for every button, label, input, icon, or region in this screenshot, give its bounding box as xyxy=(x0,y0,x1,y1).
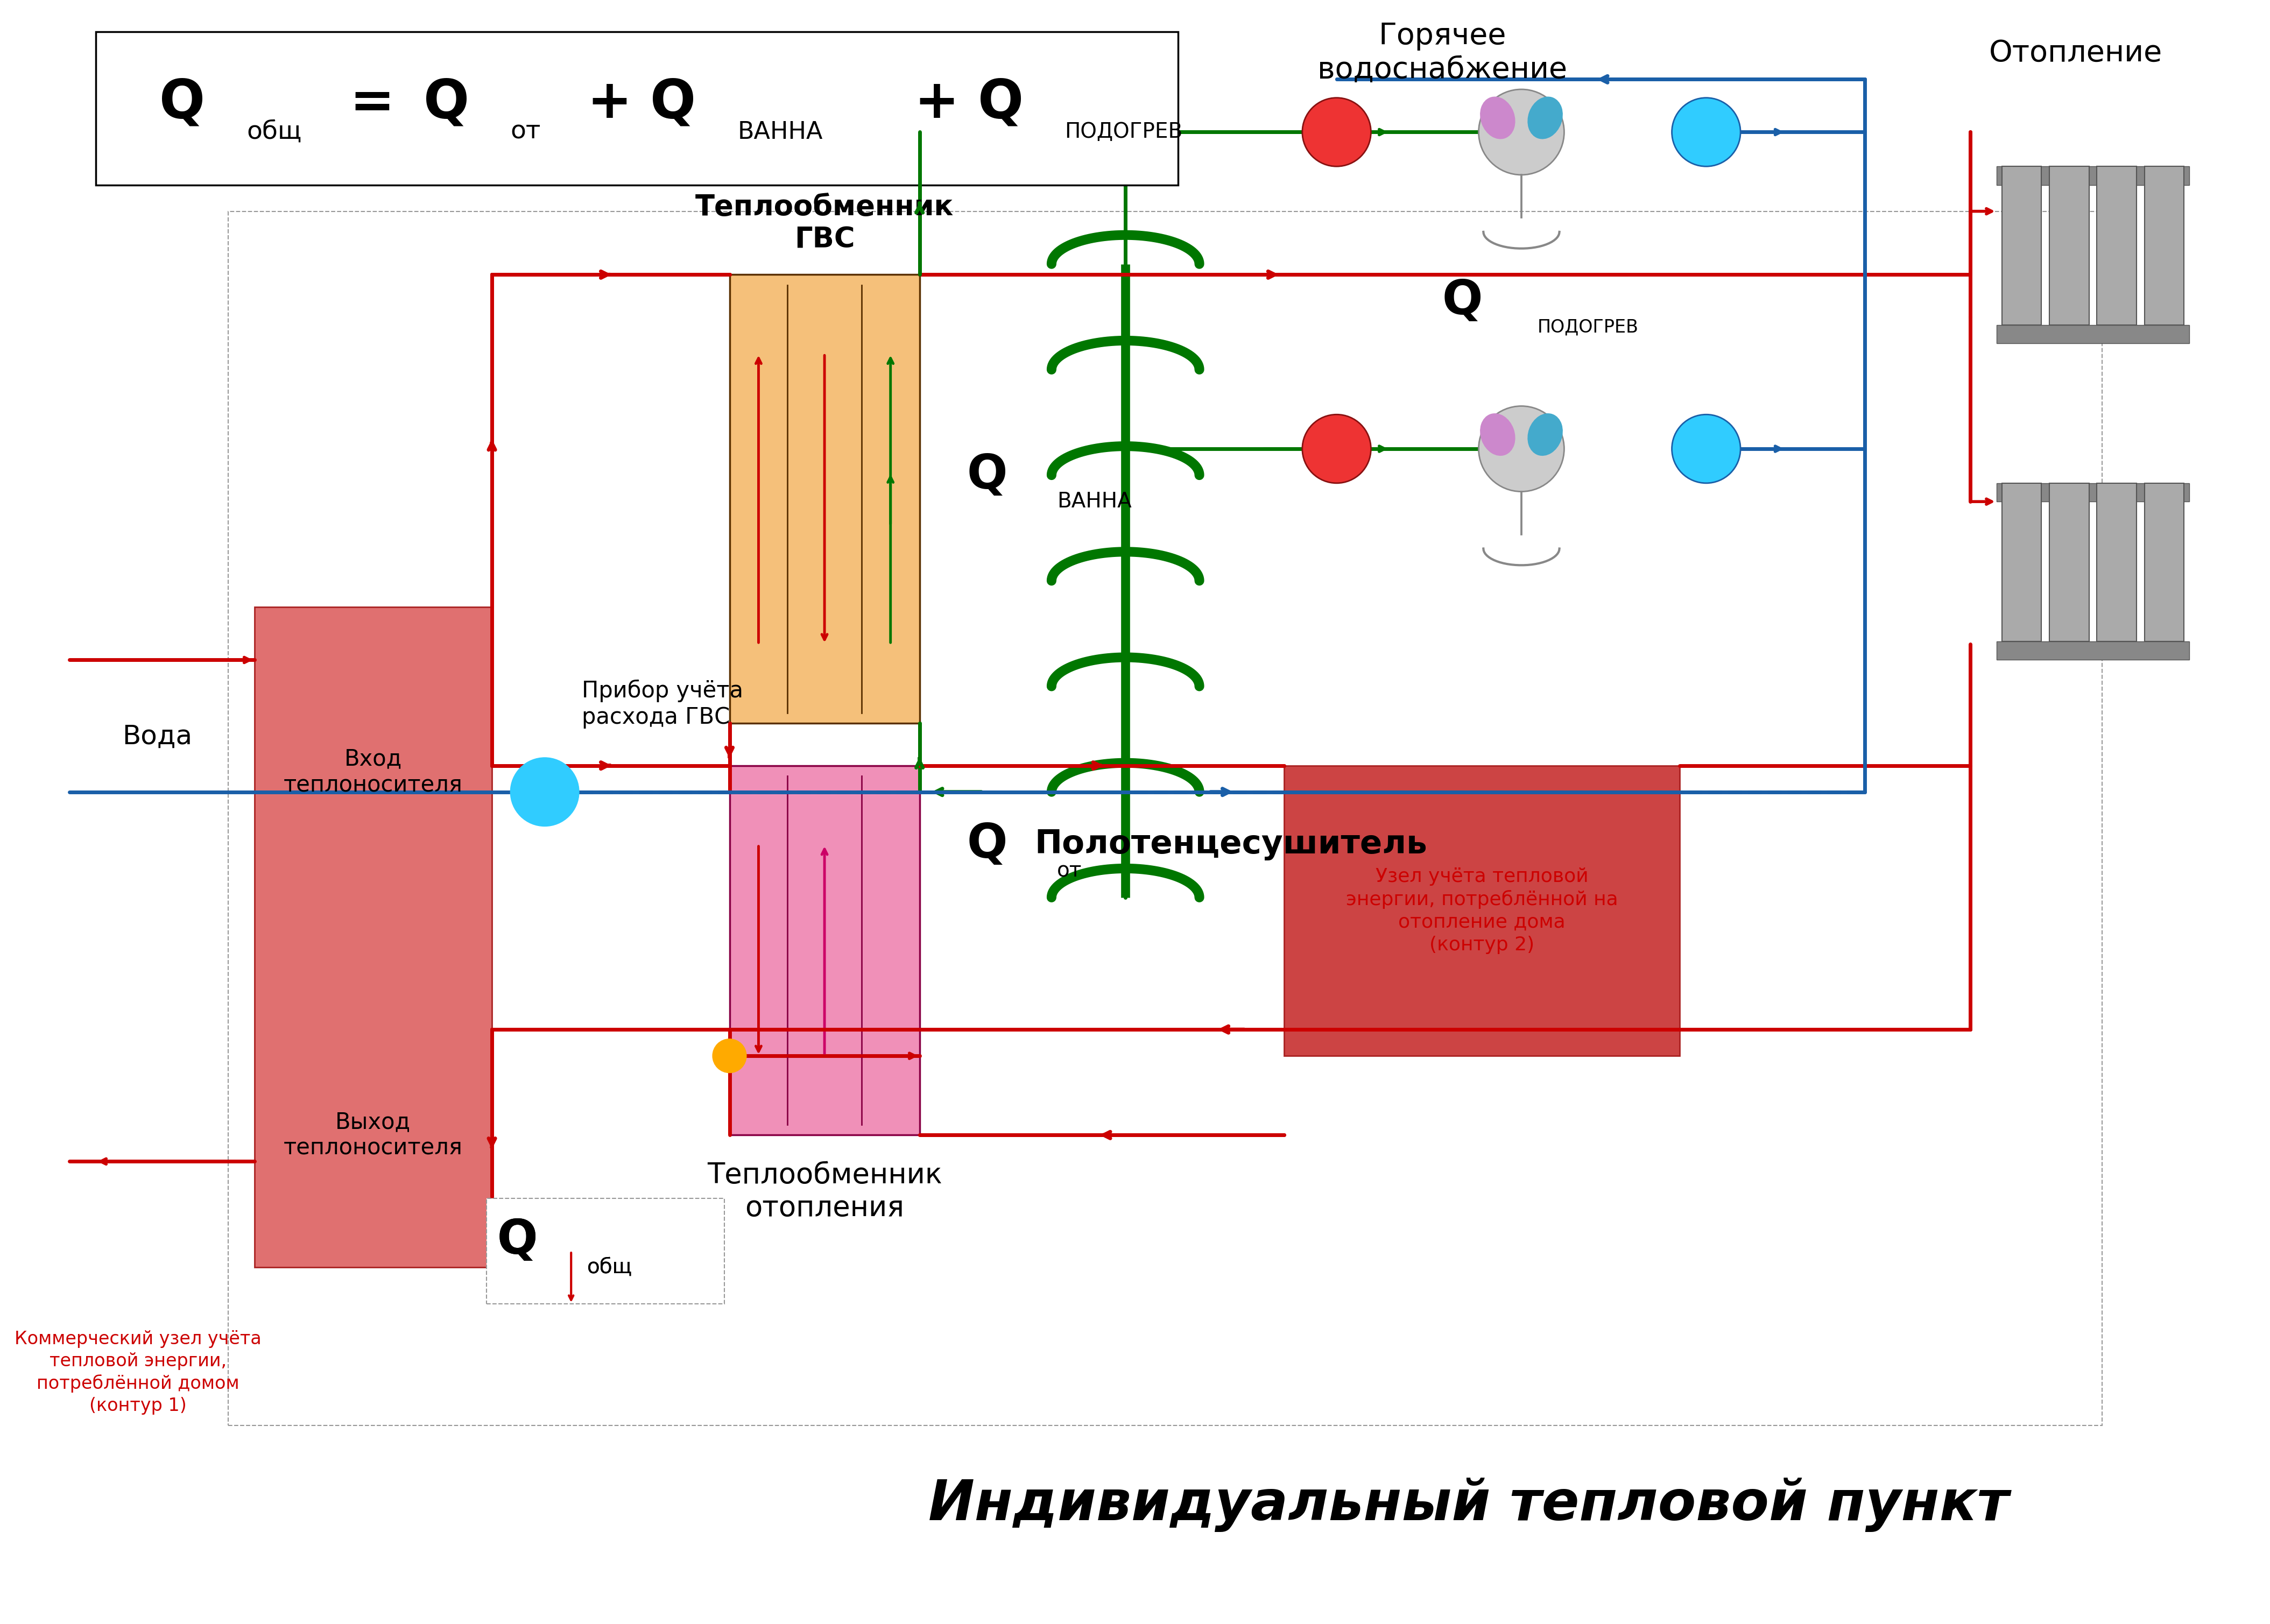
Bar xyxy=(227,211,2102,1426)
Circle shape xyxy=(713,1039,747,1073)
Text: Коммерческий узел учёта
тепловой энергии,
потреблённой домом
(контур 1): Коммерческий узел учёта тепловой энергии… xyxy=(16,1330,261,1415)
Circle shape xyxy=(511,758,579,827)
Text: Выход
теплоносителя: Выход теплоносителя xyxy=(284,1111,463,1160)
Bar xyxy=(1998,166,2188,185)
Ellipse shape xyxy=(1480,414,1514,455)
Text: Q: Q xyxy=(967,822,1008,869)
Text: Полотенцесушитель: Полотенцесушитель xyxy=(1035,828,1428,861)
Bar xyxy=(1998,482,2188,502)
Circle shape xyxy=(1671,97,1741,166)
Ellipse shape xyxy=(1528,97,1562,138)
Bar xyxy=(2002,166,2041,325)
Text: Q: Q xyxy=(1441,278,1482,325)
Text: ВАННА: ВАННА xyxy=(1058,492,1130,512)
Text: от: от xyxy=(511,120,540,145)
Text: =: = xyxy=(350,76,395,130)
Circle shape xyxy=(1303,97,1371,166)
Text: общ: общ xyxy=(247,120,302,145)
Text: Q: Q xyxy=(159,76,204,130)
Bar xyxy=(729,765,919,1135)
Text: от: от xyxy=(1058,861,1083,882)
Text: общ: общ xyxy=(588,1257,633,1276)
Bar xyxy=(729,274,919,723)
Text: Прибор учёта
расхода ГВС: Прибор учёта расхода ГВС xyxy=(581,679,742,729)
Bar xyxy=(2097,166,2136,325)
Text: ПОДОГРЕВ: ПОДОГРЕВ xyxy=(1065,122,1183,143)
Bar xyxy=(2145,482,2184,641)
Text: ПОДОГРЕВ: ПОДОГРЕВ xyxy=(1537,318,1639,336)
Bar xyxy=(486,1199,724,1304)
Text: Отопление: Отопление xyxy=(1989,39,2163,68)
Text: Вода: Вода xyxy=(123,724,193,750)
Text: Теплообменник
отопления: Теплообменник отопления xyxy=(706,1161,942,1221)
Bar xyxy=(254,607,493,1267)
Ellipse shape xyxy=(1528,414,1562,455)
Text: Q: Q xyxy=(422,76,470,130)
Text: Q: Q xyxy=(967,451,1008,499)
Text: ВАННА: ВАННА xyxy=(738,120,822,143)
Text: Горячее
водоснабжение: Горячее водоснабжение xyxy=(1317,21,1566,84)
Text: Индивидуальный тепловой пункт: Индивидуальный тепловой пункт xyxy=(928,1478,2009,1531)
Ellipse shape xyxy=(1480,97,1514,138)
Text: Q: Q xyxy=(978,76,1024,130)
Bar xyxy=(2145,166,2184,325)
Circle shape xyxy=(1478,406,1564,492)
Text: +: + xyxy=(915,76,960,130)
Circle shape xyxy=(1303,414,1371,482)
Text: общ: общ xyxy=(588,1257,633,1276)
Text: Q: Q xyxy=(497,1218,538,1263)
Text: Q: Q xyxy=(649,76,697,130)
Circle shape xyxy=(1671,414,1741,482)
Bar xyxy=(2097,482,2136,641)
Bar xyxy=(95,32,1178,185)
Bar xyxy=(1998,641,2188,659)
Bar xyxy=(1285,765,1680,1056)
Bar xyxy=(2002,482,2041,641)
Text: +: + xyxy=(588,76,631,130)
Bar xyxy=(1998,325,2188,343)
Bar xyxy=(2050,166,2088,325)
Circle shape xyxy=(1478,89,1564,175)
Text: Узел учёта тепловой
энергии, потреблённой на
отопление дома
(контур 2): Узел учёта тепловой энергии, потреблённо… xyxy=(1346,867,1619,955)
Bar xyxy=(2050,482,2088,641)
Text: Вход
теплоносителя: Вход теплоносителя xyxy=(284,747,463,796)
Text: Теплообменник
ГВС: Теплообменник ГВС xyxy=(695,193,953,253)
Text: Q: Q xyxy=(497,1218,538,1263)
